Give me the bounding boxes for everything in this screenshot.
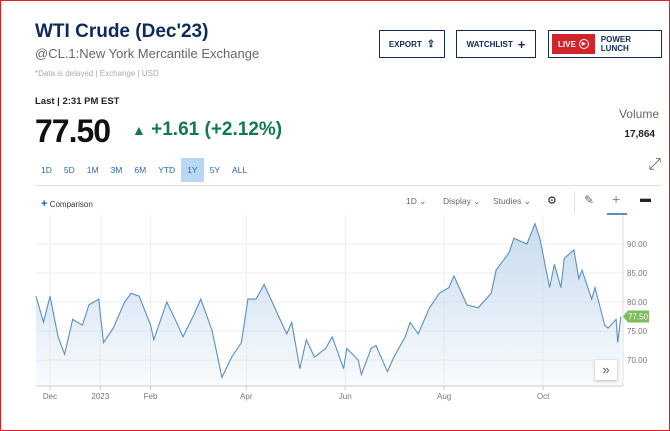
x-tick-label: Oct [537,392,550,401]
range-1d[interactable]: 1D [41,165,52,175]
chevron-down-icon: ⌄ [473,196,481,206]
range-all[interactable]: ALL [232,165,248,175]
y-tick-label: 70.00 [627,356,648,365]
interval-label: 1D [406,196,417,206]
price-change-value: +1.61 (+2.12%) [151,119,283,140]
play-icon: ▶ [578,39,589,49]
studies-label: Studies [493,196,522,206]
exchange-subtitle: @CL.1:New York Mercantile Exchange [35,46,260,61]
scroll-right-button[interactable]: » [595,360,617,380]
crosshair-icon[interactable]: + [612,191,621,207]
x-tick-label: Feb [144,392,158,401]
watchlist-button[interactable]: WATCHLIST + [456,30,536,58]
y-tick-label: 90.00 [627,240,648,249]
range-tabs: 1D 5D 1M 3M 6M YTD 1Y 5Y ALL [35,158,253,182]
x-tick-label: Apr [240,392,253,401]
price-line [35,222,622,380]
interval-dropdown[interactable]: 1D ⌄ [406,196,426,207]
range-5d[interactable]: 5D [63,165,75,175]
expand-icon[interactable]: ⤢ [648,156,661,173]
x-tick-label: Jun [339,392,352,401]
power-lunch-label: POWER LUNCH [600,35,632,53]
chevron-down-icon: ⌄ [419,196,427,206]
delay-note: *Data is delayed | Exchange | USD [35,69,159,78]
price-area [36,223,621,386]
price-change: ▲ +1.61 (+2.12%) [132,119,282,141]
last-price-tag [623,310,649,323]
comparison-label: Comparison [49,200,93,209]
last-price: 77.50 [35,113,111,149]
chevron-down-icon: ⌄ [523,196,531,206]
crosshair-active-indicator [607,213,627,215]
display-dropdown[interactable]: Display ⌄ [443,196,480,207]
watchlist-label: WATCHLIST [466,39,513,49]
export-button[interactable]: EXPORT ⇪ [379,30,445,58]
comparison-button[interactable]: + Comparison [41,198,93,210]
export-label: EXPORT [388,39,422,49]
range-5y[interactable]: 5Y [209,165,220,175]
share-icon: ⇪ [426,38,436,50]
pencil-icon[interactable]: ✎ [584,193,595,207]
display-label: Display [443,196,471,206]
price-chart[interactable]: 70.00 75.00 80.00 85.00 90.00 Dec 2023 Feb Apr Ju… [1,215,670,415]
y-tick-label: 80.00 [627,298,648,307]
live-badge: LIVE ▶ [552,34,595,54]
last-price-label: 77.50 [628,313,649,322]
range-ytd[interactable]: YTD [158,165,176,175]
range-3m[interactable]: 3M [110,165,123,175]
studies-dropdown[interactable]: Studies ⌄ [493,196,531,207]
toolbar-divider [574,191,575,213]
x-tick-label: 2023 [91,392,109,401]
divider [35,185,661,186]
range-6m[interactable]: 6M [134,165,147,175]
x-tick-label: Dec [43,392,57,401]
volume-value: 17,864 [624,129,655,140]
power-lunch-button[interactable]: LIVE ▶ POWER LUNCH [548,30,662,58]
range-1y[interactable]: 1Y [181,158,204,182]
up-arrow-icon: ▲ [132,122,146,138]
live-label: LIVE [558,39,576,49]
annotation-icon[interactable]: ▬ [640,193,651,205]
page-title: WTI Crude (Dec'23) [35,21,209,42]
range-1m[interactable]: 1M [86,165,99,175]
y-tick-label: 75.00 [627,327,648,336]
y-tick-label: 85.00 [627,269,648,278]
last-trade-time: Last | 2:31 PM EST [35,96,120,107]
volume-label: Volume [618,107,659,121]
plus-icon: + [41,198,48,210]
plus-icon: + [517,36,526,52]
gear-icon[interactable]: ⚙ [547,195,557,207]
x-tick-label: Aug [437,392,451,401]
